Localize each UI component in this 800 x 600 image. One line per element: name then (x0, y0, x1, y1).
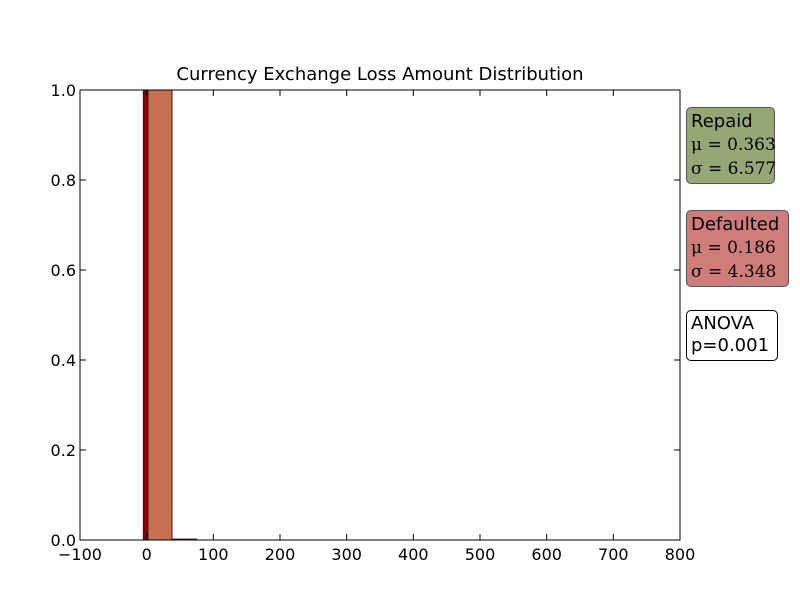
x-tick-label: 0 (142, 545, 152, 564)
x-tick-label: 600 (531, 545, 562, 564)
axis-ticks: −100 0 100 200 300 400 500 600 700 800 0.0 0.2 0.4 0.… (51, 81, 696, 564)
x-tick-label: 300 (331, 545, 362, 564)
defaulted-std: σ = 4.348 (691, 262, 777, 282)
x-tick-label: 800 (665, 545, 696, 564)
y-tick-label: 0.6 (51, 261, 76, 280)
plot-frame (79, 89, 681, 541)
histogram-bars (142, 89, 198, 541)
y-tick-label: 0.8 (51, 171, 76, 190)
x-tick-label: −100 (58, 545, 102, 564)
anova-pvalue: p=0.001 (691, 335, 770, 356)
y-tick-label: 1.0 (51, 81, 76, 100)
repaid-mean: μ = 0.363 (691, 135, 776, 155)
histogram-bar (142, 89, 149, 541)
y-tick-label: 0.0 (51, 531, 76, 550)
y-tick-label: 0.2 (51, 441, 76, 460)
repaid-label: Repaid (691, 111, 753, 132)
repaid-stats-box: Repaid μ = 0.363 σ = 6.577 (686, 107, 777, 184)
histogram-bar (147, 89, 173, 541)
anova-box: ANOVA p=0.001 (686, 310, 778, 361)
y-tick-label: 0.4 (51, 351, 76, 370)
repaid-std: σ = 6.577 (691, 159, 777, 179)
anova-label: ANOVA (691, 313, 755, 334)
defaulted-stats-box: Defaulted μ = 0.186 σ = 4.348 (686, 210, 789, 287)
defaulted-mean: μ = 0.186 (691, 238, 776, 258)
defaulted-label: Defaulted (691, 214, 780, 235)
x-tick-label: 200 (265, 545, 296, 564)
x-tick-label: 400 (398, 545, 429, 564)
x-tick-label: 500 (465, 545, 496, 564)
chart-title: Currency Exchange Loss Amount Distributi… (176, 64, 584, 85)
x-tick-label: 700 (598, 545, 629, 564)
x-tick-label: 100 (198, 545, 229, 564)
